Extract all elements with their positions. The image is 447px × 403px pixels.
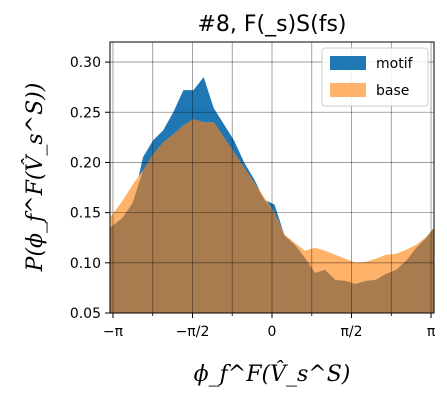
chart-title: #8, F(_s)S(fs) xyxy=(197,12,346,37)
series-fill-overlap xyxy=(110,119,434,313)
y-tick-label: 0.20 xyxy=(70,155,101,171)
series-fills xyxy=(110,77,434,313)
y-tick-label: 0.10 xyxy=(70,256,101,272)
legend-label-motif: motif xyxy=(376,56,414,72)
grid-lines xyxy=(110,42,434,314)
y-tick-label: 0.05 xyxy=(70,306,101,322)
x-tick-label: −π/2 xyxy=(176,324,210,340)
x-tick-label: −π xyxy=(103,324,124,340)
y-tick-label: 0.30 xyxy=(70,55,101,71)
y-tick-label: 0.25 xyxy=(70,105,101,121)
x-tick-label: π xyxy=(427,324,436,340)
legend: motif base xyxy=(321,47,429,107)
legend-swatch-motif xyxy=(330,56,366,70)
y-axis-ticks: 0.05 0.10 0.15 0.20 0.25 0.30 xyxy=(70,55,110,322)
x-tick-label: 0 xyxy=(268,324,277,340)
y-tick-label: 0.15 xyxy=(70,206,101,222)
y-axis-label: P(ϕ_f^F(V̂_s^S)) xyxy=(22,83,48,273)
legend-swatch-base xyxy=(330,83,366,97)
x-axis-label: ϕ_f^F(V̂_s^S) xyxy=(194,361,351,387)
x-tick-label: π/2 xyxy=(340,324,362,340)
legend-label-base: base xyxy=(376,83,409,99)
x-axis-ticks: −π −π/2 0 π/2 π xyxy=(103,313,436,340)
